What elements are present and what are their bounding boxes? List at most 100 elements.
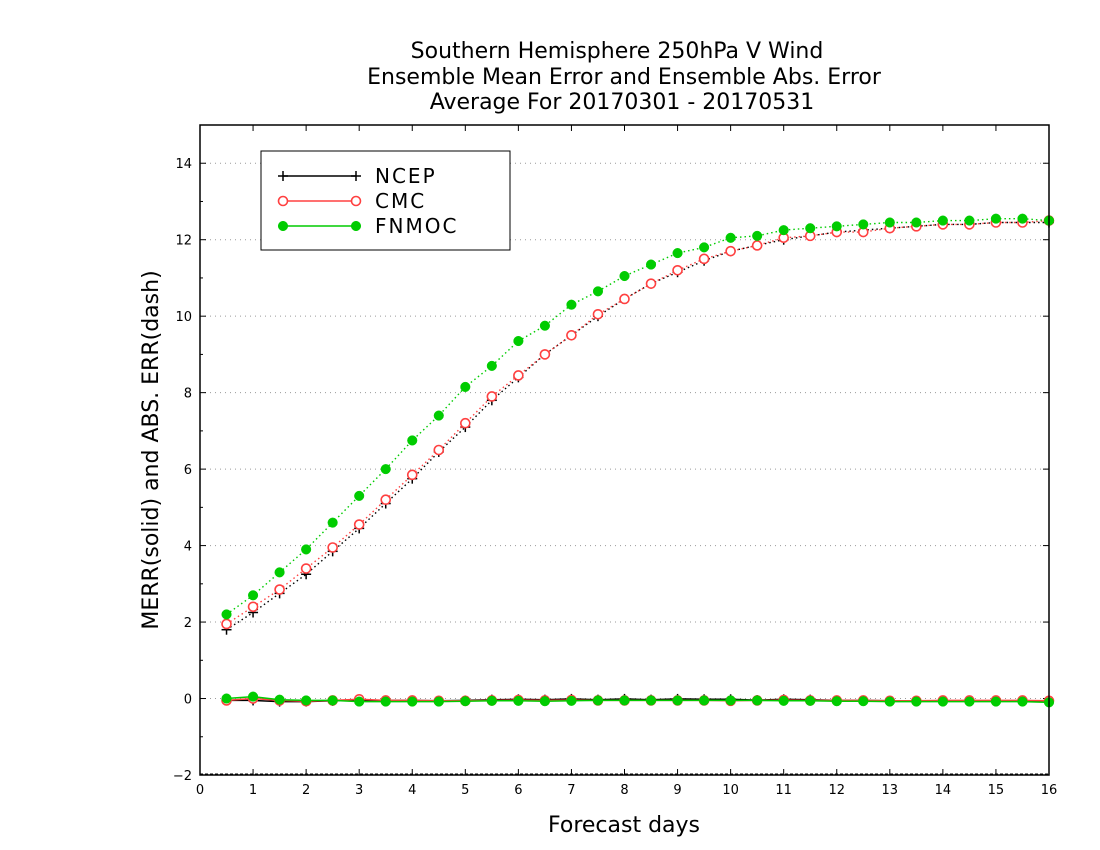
series-cmc-abs-err-point: [619, 293, 630, 305]
legend-marker: [277, 220, 289, 232]
series-fnmoc-mean-err-point: [964, 696, 975, 707]
y-tick-label: 8: [184, 387, 192, 402]
series-fnmoc-mean-err-point: [460, 696, 471, 707]
y-tick-label: 6: [184, 463, 192, 478]
title-line-2: Ensemble Mean Error and Ensemble Abs. Er…: [367, 65, 882, 90]
series-cmc-abs-err-point: [460, 417, 471, 429]
series-fnmoc-mean-err-point: [592, 695, 604, 706]
series-cmc-abs-err-point: [566, 329, 577, 341]
series-cmc-abs-err-point: [327, 542, 338, 553]
series-fnmoc-abs-err-point: [964, 215, 975, 226]
series-fnmoc-abs-err-point: [725, 232, 736, 243]
series-fnmoc-mean-err-point: [672, 695, 683, 706]
series-cmc-abs-err-point: [353, 519, 365, 530]
series-fnmoc-abs-err-point: [990, 213, 1001, 224]
series-fnmoc-abs-err-point: [1017, 213, 1028, 224]
title-line-1: Southern Hemisphere 250hPa V Wind: [411, 39, 824, 64]
series-fnmoc-mean-err-point: [274, 694, 285, 705]
series-fnmoc-abs-err-point: [248, 590, 259, 601]
series-fnmoc-abs-err-point: [274, 567, 285, 578]
series-fnmoc-mean-err-point: [990, 696, 1001, 707]
x-tick-label: 10: [722, 783, 739, 798]
series-fnmoc-mean-err-point: [327, 695, 338, 706]
series-cmc-abs-err-point: [698, 253, 710, 265]
series-cmc-abs-err-point: [300, 563, 312, 574]
series-fnmoc-abs-err-point: [407, 435, 418, 446]
x-tick-label: 16: [1041, 783, 1058, 798]
series-cmc-abs-err-point: [274, 584, 285, 595]
legend-item-ncep: NCEP: [278, 164, 437, 188]
x-tick-label: 14: [935, 783, 952, 798]
y-tick-label: 2: [184, 616, 192, 631]
series-cmc-abs-err-point: [221, 618, 232, 630]
series-fnmoc-mean-err-point: [778, 695, 789, 706]
legend-marker: [350, 195, 362, 207]
y-tick-label: −2: [173, 769, 192, 784]
series-cmc-abs-err-point: [406, 469, 418, 481]
series-fnmoc-abs-err-point: [752, 230, 763, 241]
y-tick-label: 0: [184, 693, 192, 708]
series-fnmoc-mean-err-point: [407, 696, 418, 707]
legend-item-cmc: CMC: [277, 189, 424, 213]
y-tick-label: 14: [175, 157, 192, 172]
series-fnmoc-abs-err-point: [911, 217, 922, 228]
series-fnmoc-abs-err-point: [645, 259, 657, 270]
series-fnmoc-mean-err-point: [831, 696, 842, 707]
grid-lines: [200, 162, 1049, 775]
legend-label-fnmoc: FNMOC: [375, 214, 458, 238]
series-fnmoc-mean-err-point: [566, 695, 577, 706]
series-fnmoc-mean-err-point: [301, 695, 312, 706]
series-fnmoc-abs-err-point: [433, 410, 444, 421]
series-fnmoc-mean-err-point: [539, 696, 550, 707]
legend-item-fnmoc: FNMOC: [277, 214, 458, 238]
series-ncep: [221, 217, 1054, 707]
series-fnmoc-mean-err-point: [725, 695, 736, 706]
series-fnmoc-abs-err-point: [831, 221, 842, 232]
series-fnmoc-mean-err-point: [858, 696, 869, 707]
series-fnmoc-abs-err-point: [884, 217, 895, 228]
series-cmc-abs-err-point: [380, 494, 392, 506]
legend-marker: [277, 195, 289, 207]
series-cmc-abs-err-point: [592, 308, 604, 320]
x-axis-label: Forecast days: [548, 813, 700, 838]
series-fnmoc-mean-err-point: [619, 695, 630, 706]
x-tick-label: 12: [828, 783, 845, 798]
series-cmc-abs-err-point: [751, 240, 763, 251]
series-fnmoc-abs-err-point: [566, 299, 577, 310]
y-tick-label: 12: [175, 234, 192, 249]
series-fnmoc-mean-err-point: [645, 695, 657, 706]
series-cmc-abs-err-point: [539, 349, 551, 360]
series-fnmoc-mean-err-point: [805, 695, 816, 706]
x-tick-label: 15: [988, 783, 1005, 798]
series-fnmoc-mean-err-point: [354, 696, 365, 707]
series-fnmoc-abs-err-point: [327, 517, 338, 528]
x-tick-label: 11: [775, 783, 792, 798]
title-line-3: Average For 20170301 - 20170531: [430, 90, 815, 115]
series-fnmoc-mean-err-point: [248, 691, 259, 702]
x-tick-label: 2: [302, 783, 310, 798]
series-fnmoc-abs-err-point: [858, 219, 869, 230]
series-fnmoc-mean-err-point: [699, 695, 710, 706]
x-tick-label: 3: [355, 783, 363, 798]
series-cmc: [221, 215, 1055, 707]
series-fnmoc-mean-err-point: [1017, 696, 1028, 707]
series-cmc-abs-err-point: [645, 278, 657, 289]
series-fnmoc-mean-err-point: [911, 696, 922, 707]
series-fnmoc-abs-err-line: [226, 217, 1050, 615]
x-tick-label: 8: [620, 783, 628, 798]
series-fnmoc-mean-err-point: [486, 695, 497, 706]
series-fnmoc-abs-err-point: [805, 223, 816, 234]
x-tick-label: 13: [882, 783, 899, 798]
x-tick-label: 1: [249, 783, 257, 798]
series-cmc-abs-err-point: [486, 391, 498, 402]
series-fnmoc-mean-err-point: [513, 695, 524, 706]
x-tick-label: 9: [673, 783, 681, 798]
series-cmc-abs-err-point: [725, 245, 736, 257]
legend-label-ncep: NCEP: [375, 164, 437, 188]
series-cmc-abs-err-point: [247, 601, 259, 613]
series-fnmoc-abs-err-point: [699, 242, 710, 253]
series-layer: [221, 213, 1055, 708]
series-fnmoc-abs-err-point: [619, 270, 630, 282]
